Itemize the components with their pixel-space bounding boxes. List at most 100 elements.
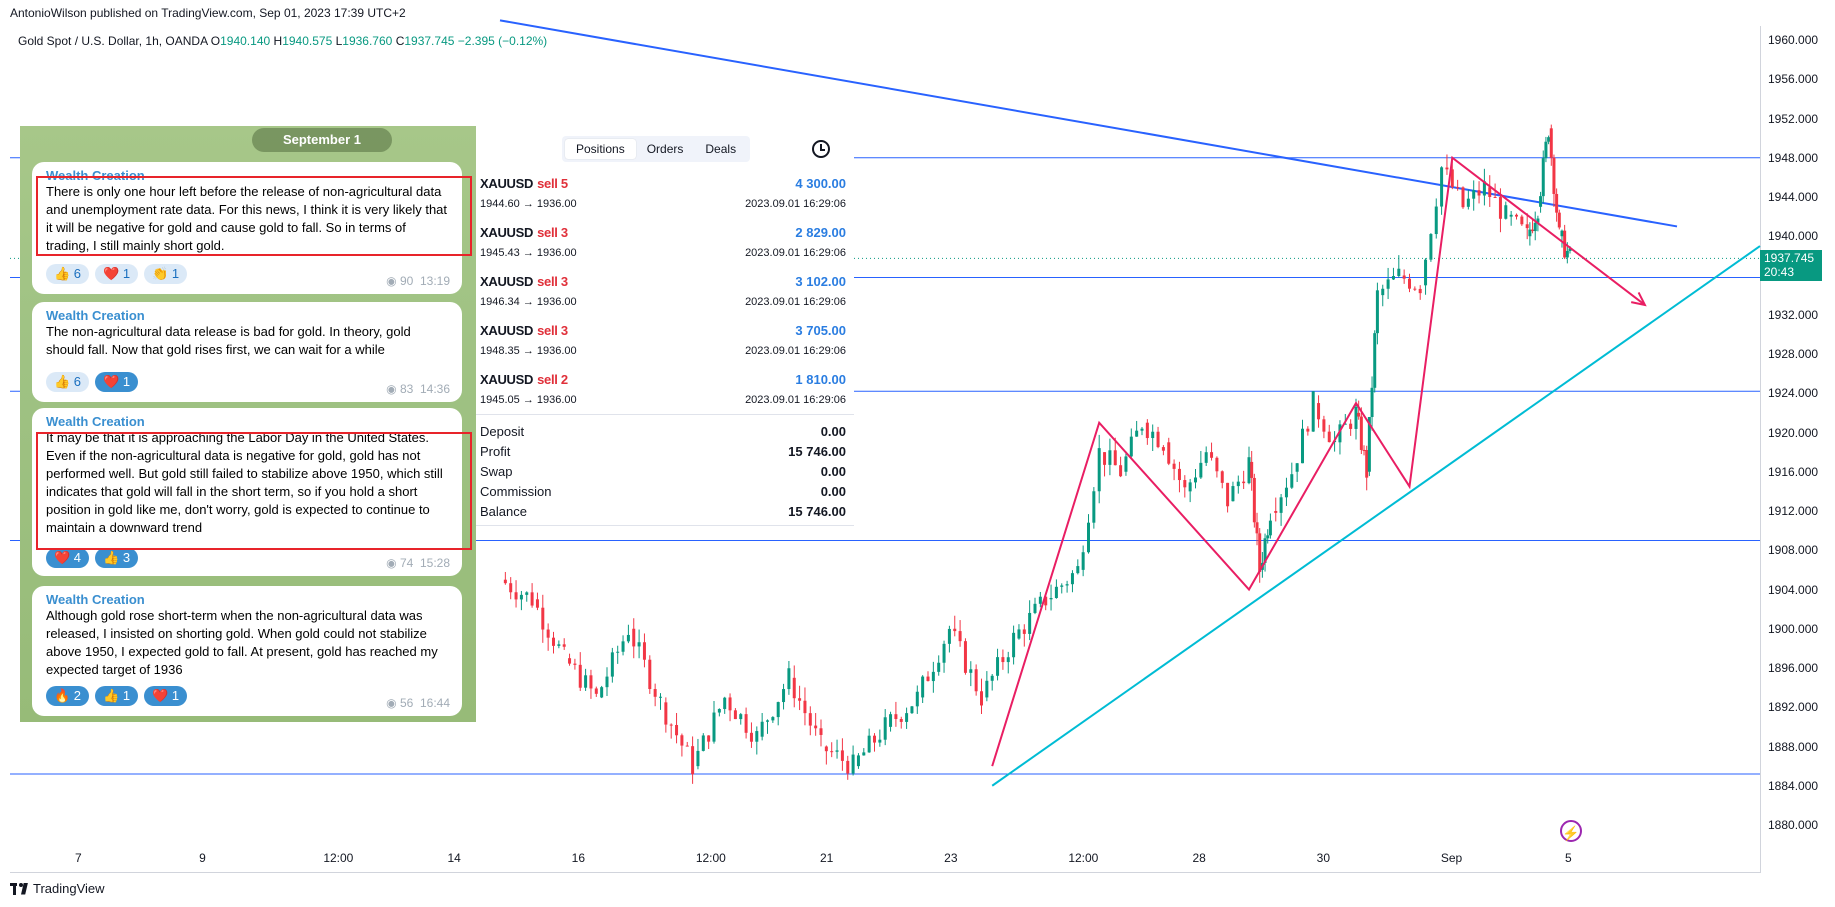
- position-row[interactable]: XAUUSD sell 3 1948.35 → 1936.00 3 705.00 …: [480, 323, 850, 371]
- tab-deals[interactable]: Deals: [705, 142, 737, 156]
- candle-body: [771, 717, 775, 721]
- x-tick-label: 5: [1565, 851, 1572, 865]
- symbol-name: Gold Spot / U.S. Dollar, 1h, OANDA: [18, 34, 208, 48]
- bar-countdown: 20:43: [1764, 265, 1795, 279]
- position-prices: 1946.34 → 1936.00: [480, 296, 577, 308]
- reaction-heart[interactable]: ❤️ 1: [144, 686, 188, 706]
- candle-body: [1488, 187, 1492, 197]
- reaction-fire[interactable]: 🔥 2: [46, 686, 90, 706]
- candle-body: [1555, 193, 1559, 213]
- candle-body: [1386, 279, 1390, 289]
- position-prices: 1944.60 → 1936.00: [480, 198, 577, 210]
- candle-body: [856, 755, 860, 767]
- projection-path: [991, 155, 1646, 767]
- position-row[interactable]: XAUUSD sell 3 1946.34 → 1936.00 3 102.00 …: [480, 274, 850, 322]
- candle-body: [1177, 468, 1181, 481]
- candle-body: [568, 658, 572, 664]
- telegram-panel: September 1 Wealth Creation There is onl…: [20, 126, 476, 722]
- candle-body: [760, 721, 764, 737]
- message-text: Although gold rose short-term when the n…: [46, 608, 438, 677]
- candle-body: [1242, 481, 1246, 484]
- candle-body: [696, 750, 700, 767]
- candle-body: [509, 583, 513, 593]
- candle-body: [557, 644, 561, 646]
- reaction-heart[interactable]: ❤️ 1: [95, 264, 139, 284]
- candle-body: [578, 664, 582, 688]
- position-side: sell 3: [537, 323, 568, 338]
- candle-body: [600, 687, 604, 698]
- candle-body: [503, 579, 507, 584]
- message-meta: ◉ 83 14:36: [386, 382, 450, 396]
- candle-body: [1450, 169, 1454, 188]
- reaction-thumbs-up[interactable]: 👍 3: [95, 548, 139, 568]
- y-tick-label: 1888.000: [1768, 739, 1819, 754]
- reaction-thumbs-up[interactable]: 👍 1: [95, 686, 139, 706]
- position-symbol-line: XAUUSD sell 3: [480, 274, 568, 289]
- summary-value: 0.00: [820, 424, 846, 439]
- candle-body: [584, 675, 588, 688]
- x-tick-label: 12:00: [695, 851, 726, 865]
- message-reactions: 👍 6 ❤️ 1 👏 1: [46, 264, 188, 284]
- candle-body: [632, 628, 636, 647]
- candle-body: [899, 719, 903, 722]
- candle-body: [1509, 214, 1513, 217]
- candle-body: [1440, 167, 1444, 207]
- candle-body: [963, 641, 967, 673]
- candle-body: [1528, 229, 1532, 237]
- message-time: 15:28: [419, 556, 450, 570]
- candle-body: [1515, 214, 1518, 217]
- position-row[interactable]: XAUUSD sell 5 1944.60 → 1936.00 4 300.00 …: [480, 176, 850, 224]
- candle-body: [691, 746, 695, 775]
- candle-body: [766, 720, 769, 722]
- candle-body: [958, 631, 962, 642]
- position-row[interactable]: XAUUSD sell 2 1945.05 → 1936.00 1 810.00 …: [480, 372, 850, 420]
- candle-body: [1140, 428, 1144, 431]
- candle-body: [1113, 450, 1117, 466]
- chart-frame[interactable]: [10, 26, 1761, 873]
- symbol-legend[interactable]: Gold Spot / U.S. Dollar, 1h, OANDA O1940…: [18, 34, 547, 48]
- tab-orders[interactable]: Orders: [646, 142, 684, 156]
- message-views: 83: [399, 382, 414, 396]
- message-time: 16:44: [419, 696, 450, 710]
- reaction-thumbs-up[interactable]: 👍 6: [46, 264, 90, 284]
- reaction-heart[interactable]: ❤️ 1: [95, 372, 139, 392]
- reaction-clap[interactable]: 👏 1: [144, 264, 188, 284]
- candle-body: [1129, 436, 1133, 457]
- candle-body: [873, 735, 876, 743]
- candle-body: [1370, 387, 1374, 417]
- y-tick-label: 1956.000: [1768, 72, 1819, 87]
- position-row[interactable]: XAUUSD sell 3 1945.43 → 1936.00 2 829.00 …: [480, 225, 850, 273]
- candle-body: [1215, 457, 1219, 472]
- y-tick-label: 1952.000: [1768, 111, 1819, 126]
- clock-icon[interactable]: [812, 140, 830, 158]
- x-tick-label: 14: [447, 851, 461, 865]
- candle-body: [840, 750, 844, 761]
- position-symbol: XAUUSD: [480, 176, 534, 191]
- candle-body: [1065, 584, 1069, 586]
- candle-body: [535, 599, 539, 608]
- candle-body: [723, 697, 727, 710]
- candle-body: [867, 735, 871, 753]
- candle-body: [1327, 431, 1331, 443]
- x-tick-label: 12:00: [1068, 851, 1099, 865]
- candle-body: [819, 728, 823, 735]
- candle-body: [1493, 196, 1497, 198]
- lightning-icon[interactable]: ⚡: [1560, 820, 1582, 842]
- candle-body: [1349, 423, 1353, 429]
- tradingview-logo[interactable]: TradingView: [10, 881, 105, 896]
- summary-label: Swap: [480, 464, 513, 479]
- candle-body: [808, 713, 812, 726]
- candle-body: [1263, 538, 1267, 563]
- position-symbol: XAUUSD: [480, 274, 534, 289]
- positions-panel: Positions Orders Deals XAUUSD sell 5 1944…: [476, 126, 854, 526]
- reaction-heart[interactable]: ❤️ 4: [46, 548, 90, 568]
- candle-body: [1274, 511, 1278, 513]
- candle-body: [659, 696, 662, 698]
- candle-body: [1520, 216, 1524, 225]
- candle-body: [824, 746, 828, 752]
- reaction-thumbs-up[interactable]: 👍 6: [46, 372, 90, 392]
- tab-positions[interactable]: Positions: [565, 139, 636, 159]
- candle-body: [1301, 428, 1304, 464]
- candle-body: [862, 752, 866, 756]
